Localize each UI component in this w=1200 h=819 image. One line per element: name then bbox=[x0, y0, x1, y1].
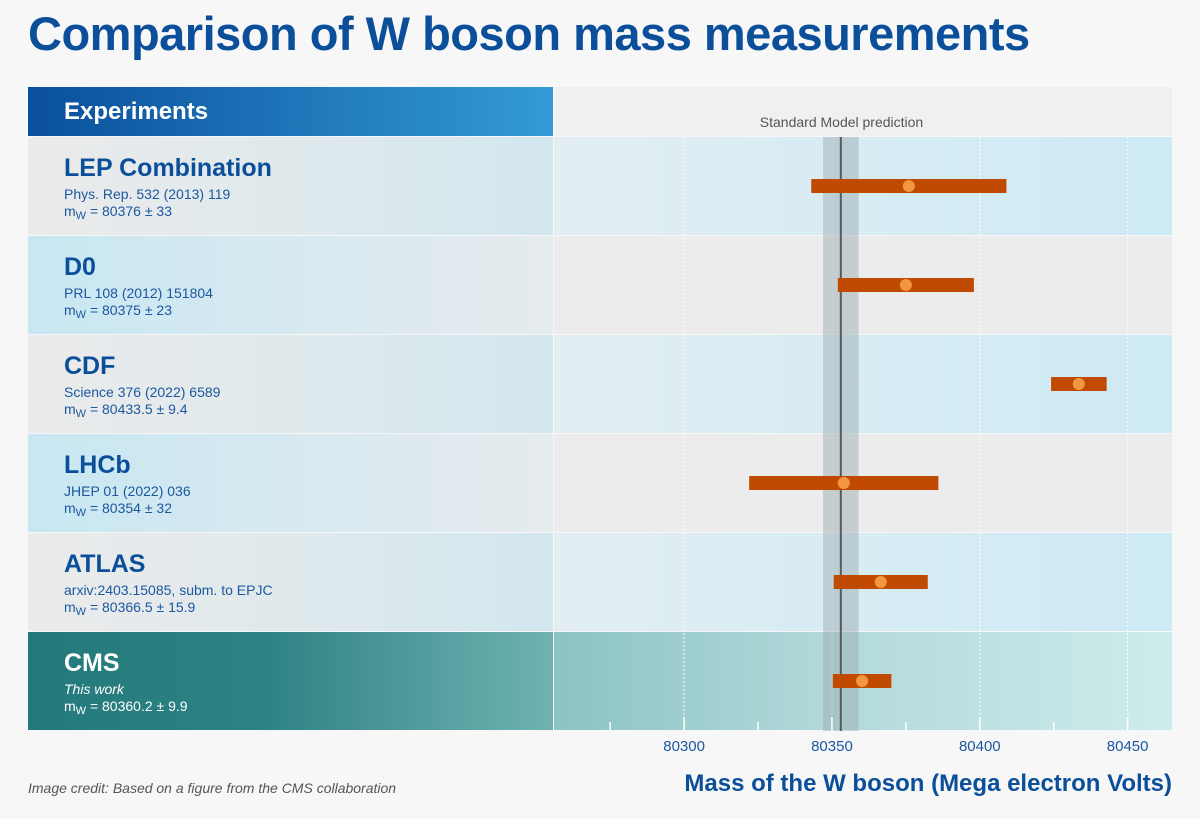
experiment-reference: arxiv:2403.15085, subm. to EPJC bbox=[64, 582, 273, 598]
experiments-header: Experiments bbox=[28, 87, 553, 136]
experiment-reference: PRL 108 (2012) 151804 bbox=[64, 285, 213, 301]
data-point-d0 bbox=[899, 279, 912, 291]
experiment-reference: JHEP 01 (2022) 036 bbox=[64, 483, 191, 499]
experiment-reference: Phys. Rep. 532 (2013) 119 bbox=[64, 186, 231, 202]
data-point-cdf bbox=[1072, 378, 1085, 390]
data-point-lep-combination bbox=[902, 180, 915, 192]
experiment-row-atlas: ATLAS arxiv:2403.15085, subm. to EPJC mW =… bbox=[28, 533, 553, 631]
experiment-mass-value: mW = 80366.5 ± 15.9 bbox=[64, 599, 196, 618]
chart-title: Comparison of W boson mass measurements bbox=[28, 7, 1030, 60]
x-axis-label: Mass of the W boson (Mega electron Volts… bbox=[684, 770, 1172, 797]
experiment-row-lhcb: LHCb JHEP 01 (2022) 036 mW = 80354 ± 32 bbox=[28, 434, 553, 532]
experiment-mass-value: mW = 80375 ± 23 bbox=[64, 302, 172, 321]
x-tick-label: 80350 bbox=[811, 738, 853, 755]
data-point-cms bbox=[856, 675, 869, 687]
experiments-header-label: Experiments bbox=[64, 98, 209, 125]
x-tick-label: 80450 bbox=[1106, 738, 1149, 755]
data-point-lhcb bbox=[837, 477, 850, 489]
x-tick-label: 80400 bbox=[958, 738, 1001, 755]
experiment-mass-value: mW = 80360.2 ± 9.9 bbox=[64, 698, 188, 717]
experiment-name: LHCb bbox=[64, 451, 131, 479]
experiment-row-cms: CMS This work mW = 80360.2 ± 9.9 bbox=[28, 632, 553, 730]
standard-model-label: Standard Model prediction bbox=[759, 114, 924, 130]
experiment-name: CDF bbox=[64, 352, 116, 380]
data-point-atlas bbox=[874, 576, 887, 588]
plot-header bbox=[554, 87, 1172, 136]
experiment-mass-value: mW = 80354 ± 32 bbox=[64, 500, 172, 519]
experiment-reference: This work bbox=[64, 681, 124, 697]
image-credit: Image credit: Based on a figure from the… bbox=[28, 780, 397, 796]
experiment-row-d0: D0 PRL 108 (2012) 151804 mW = 80375 ± 23 bbox=[28, 236, 553, 334]
experiment-name: CMS bbox=[64, 649, 120, 677]
experiment-mass-value: mW = 80433.5 ± 9.4 bbox=[64, 401, 188, 420]
experiment-mass-value: mW = 80376 ± 33 bbox=[64, 203, 172, 222]
experiment-name: ATLAS bbox=[64, 550, 146, 578]
experiment-name: D0 bbox=[64, 253, 96, 281]
experiment-row-lep-combination: LEP Combination Phys. Rep. 532 (2013) 119… bbox=[28, 137, 553, 235]
experiment-reference: Science 376 (2022) 6589 bbox=[64, 384, 221, 400]
x-tick-label: 80300 bbox=[663, 738, 705, 755]
experiment-name: LEP Combination bbox=[64, 154, 272, 182]
experiment-row-cdf: CDF Science 376 (2022) 6589 mW = 80433.5 ±… bbox=[28, 335, 553, 433]
